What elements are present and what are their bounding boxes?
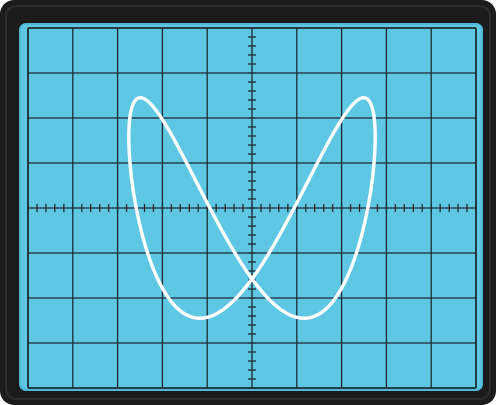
- bezel-inner-rim: [5, 5, 491, 400]
- lissajous-trace: [127, 96, 377, 320]
